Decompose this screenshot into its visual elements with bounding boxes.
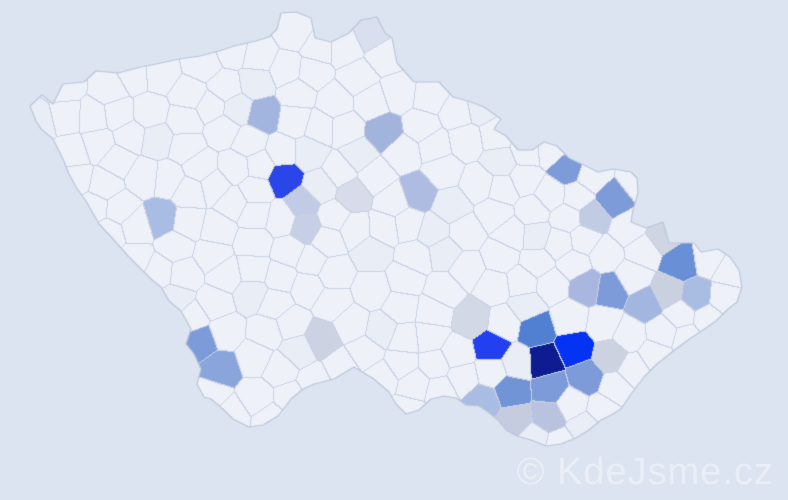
map-container: © KdeJsme.cz — [0, 0, 788, 500]
czech-republic-choropleth-map[interactable] — [0, 0, 788, 500]
